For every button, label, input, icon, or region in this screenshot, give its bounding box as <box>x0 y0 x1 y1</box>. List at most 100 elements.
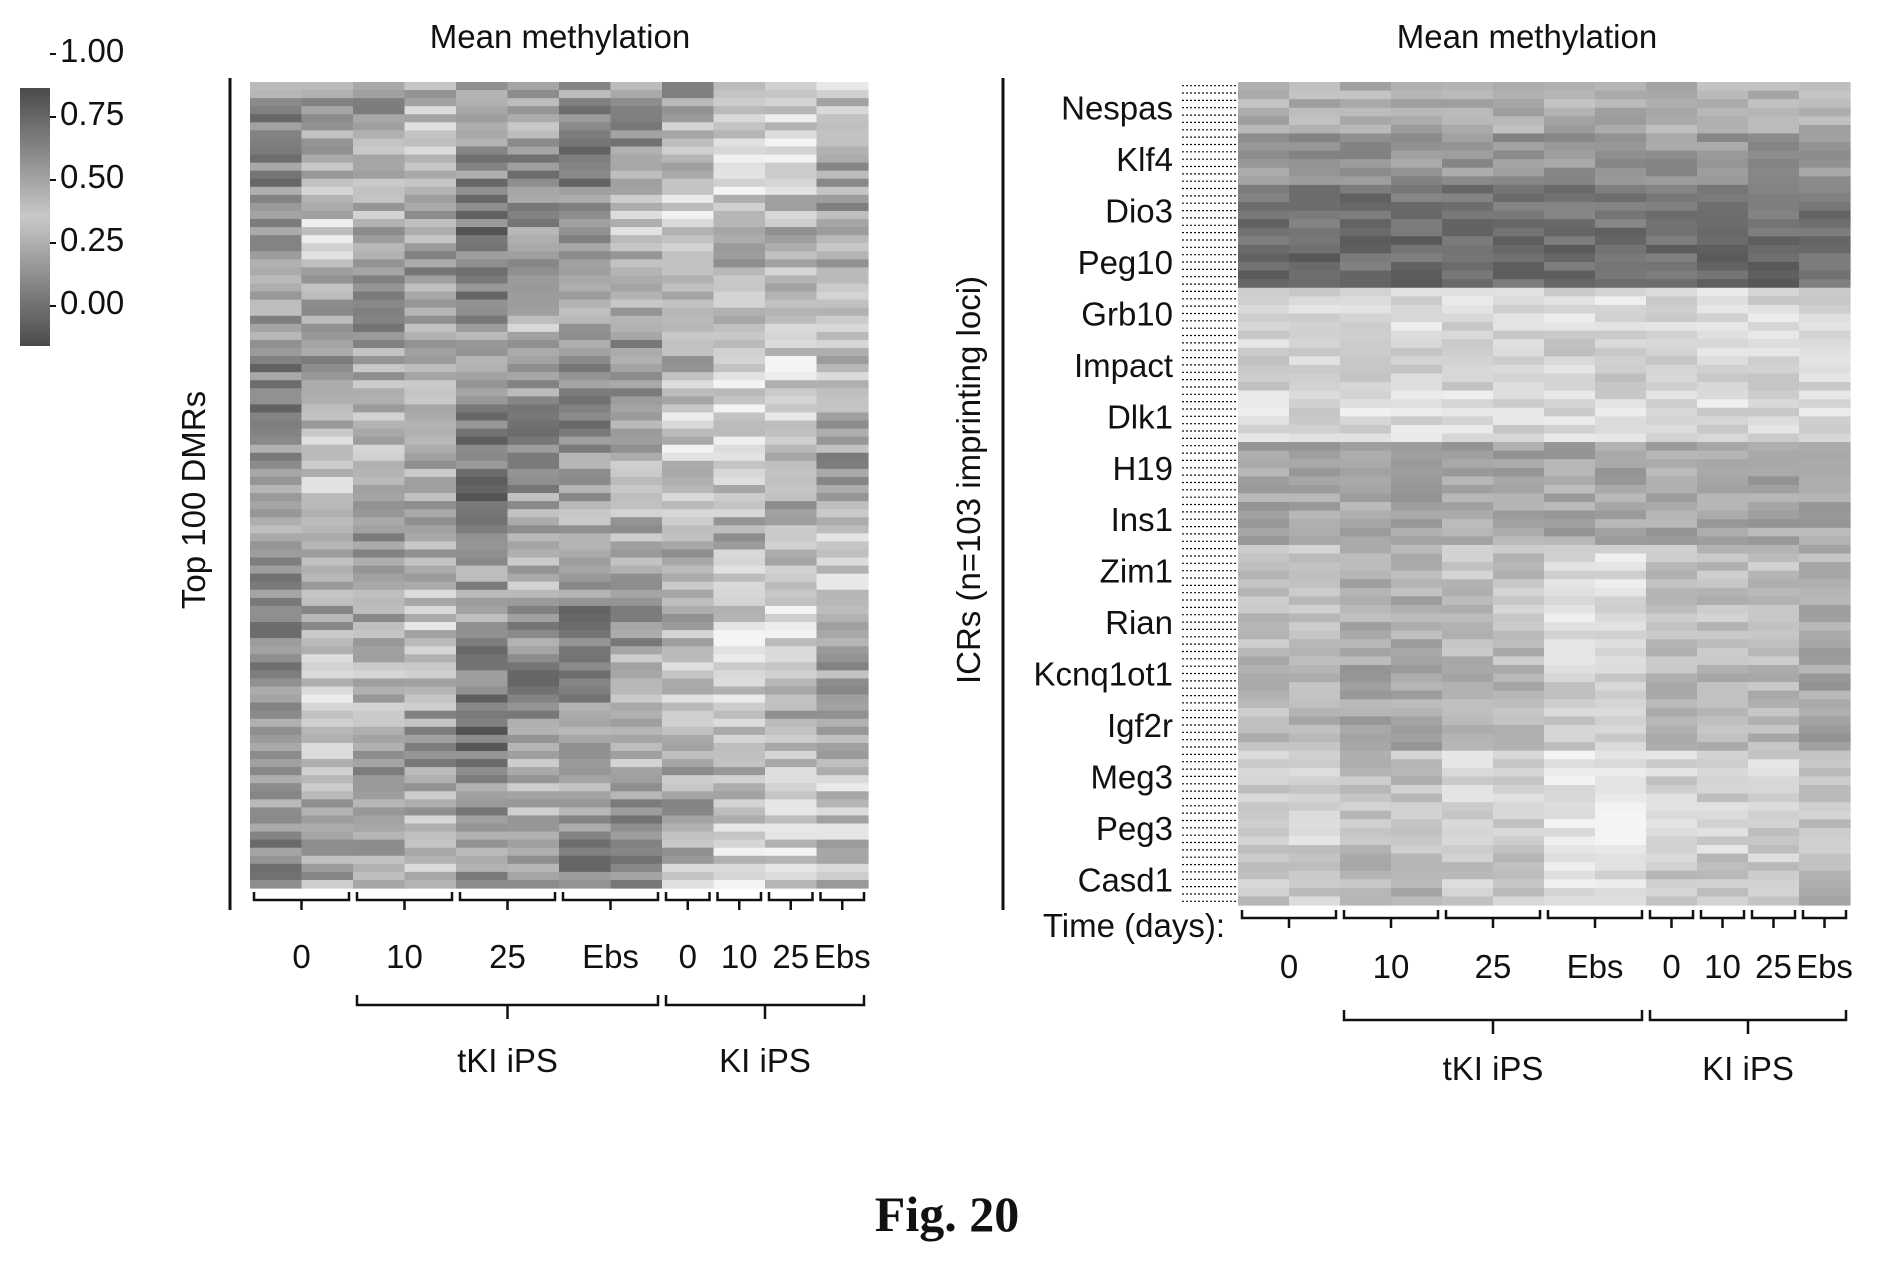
heatmap-cell <box>816 839 869 849</box>
heatmap-cell <box>662 388 715 397</box>
heatmap-cell <box>1544 544 1596 555</box>
heatmap-cell <box>353 428 406 438</box>
heatmap-cell <box>713 162 766 172</box>
heatmap-cell <box>816 356 869 365</box>
heatmap-cell <box>1646 184 1698 195</box>
heatmap-cell <box>1340 604 1392 615</box>
x-col-bracket <box>1699 910 1746 928</box>
heatmap-cell <box>1340 322 1392 332</box>
heatmap-cell <box>713 154 766 164</box>
heatmap-cell <box>1289 210 1341 220</box>
heatmap-cell <box>1442 210 1494 220</box>
heatmap-cell <box>713 356 766 365</box>
row-label: Kcnq1ot1 <box>1034 656 1173 693</box>
heatmap-cell <box>1340 844 1392 855</box>
heatmap-cell <box>1493 647 1545 657</box>
heatmap-cell <box>662 283 715 293</box>
heatmap-cell <box>816 146 869 156</box>
heatmap-cell <box>1544 810 1596 820</box>
heatmap-cell <box>559 98 612 107</box>
heatmap-cell <box>559 162 612 172</box>
heatmap-cell <box>404 734 457 744</box>
heatmap-cell <box>404 839 457 849</box>
heatmap-cell <box>765 815 818 825</box>
heatmap-cell <box>301 807 354 817</box>
heatmap-cell <box>1748 90 1800 100</box>
heatmap-cell <box>1748 570 1800 580</box>
heatmap-cell <box>1646 227 1698 237</box>
heatmap-cell <box>507 364 560 373</box>
heatmap-cell <box>1544 896 1596 906</box>
heatmap-cell <box>1493 759 1545 769</box>
heatmap-cell <box>456 178 509 188</box>
heatmap-cell <box>1238 193 1290 203</box>
heatmap-cell <box>662 243 715 252</box>
heatmap-cell <box>765 654 818 663</box>
heatmap-cell <box>1289 887 1341 898</box>
heatmap-cell <box>1646 467 1698 477</box>
heatmap-cell <box>404 412 457 422</box>
heatmap-cell <box>404 323 457 333</box>
heatmap-cell <box>1289 184 1341 195</box>
heatmap-cell <box>1238 682 1290 692</box>
heatmap-cell <box>1391 544 1443 555</box>
heatmap-cell <box>301 517 354 526</box>
heatmap-cell <box>1442 870 1494 880</box>
heatmap-cell <box>1646 784 1698 795</box>
heatmap-cell <box>301 122 354 131</box>
heatmap-cell <box>353 694 406 704</box>
heatmap-cell <box>507 750 560 760</box>
heatmap-cell <box>610 654 663 663</box>
heatmap-cell <box>1289 776 1341 786</box>
heatmap-cell <box>1748 604 1800 615</box>
heatmap-cell <box>250 243 303 252</box>
heatmap-cell <box>353 106 406 115</box>
heatmap-cell <box>1697 313 1749 323</box>
heatmap-cell <box>404 710 457 720</box>
heatmap-cell <box>816 662 869 671</box>
heatmap-cell <box>765 485 818 494</box>
heatmap-cell <box>662 630 715 639</box>
heatmap-cell <box>1391 142 1443 152</box>
heatmap-cell <box>559 106 612 115</box>
heatmap-cell <box>765 517 818 526</box>
heatmap-cell <box>1697 133 1749 143</box>
heatmap-cell <box>507 194 560 204</box>
heatmap-cell <box>662 493 715 502</box>
heatmap-cell <box>1697 836 1749 846</box>
heatmap-cell <box>1748 853 1800 863</box>
heatmap-cell <box>353 283 406 293</box>
heatmap-cell <box>816 871 869 881</box>
heatmap-cell <box>1799 879 1851 889</box>
heatmap-cell <box>559 227 612 236</box>
heatmap-cell <box>1646 442 1698 452</box>
heatmap-cell <box>662 170 715 180</box>
heatmap-cell <box>1289 853 1341 863</box>
heatmap-cell <box>713 823 766 833</box>
heatmap-cell <box>1493 442 1545 452</box>
heatmap-cell <box>713 428 766 438</box>
heatmap-cell <box>610 162 663 172</box>
heatmap-cell <box>1544 210 1596 220</box>
heatmap-cell <box>1493 836 1545 846</box>
icr-heatmap-ylabel: ICRs (n=103 imprinting loci) <box>950 276 987 684</box>
heatmap-cell <box>1544 424 1596 435</box>
heatmap-cell <box>559 557 612 567</box>
heatmap-cell <box>1697 622 1749 632</box>
heatmap-cell <box>816 106 869 115</box>
heatmap-cell <box>816 775 869 784</box>
heatmap-cell <box>1595 279 1647 289</box>
heatmap-cell <box>1646 862 1698 872</box>
heatmap-cell <box>507 170 560 180</box>
heatmap-cell <box>610 589 663 599</box>
heatmap-cell <box>713 718 766 728</box>
heatmap-cell <box>250 694 303 704</box>
heatmap-cell <box>765 533 818 543</box>
heatmap-cell <box>250 347 303 357</box>
heatmap-cell <box>1442 253 1494 263</box>
heatmap-cell <box>507 130 560 140</box>
heatmap-cell <box>1289 664 1341 675</box>
heatmap-cell <box>1289 424 1341 435</box>
heatmap-cell <box>250 299 303 309</box>
heatmap-cell <box>1493 682 1545 692</box>
